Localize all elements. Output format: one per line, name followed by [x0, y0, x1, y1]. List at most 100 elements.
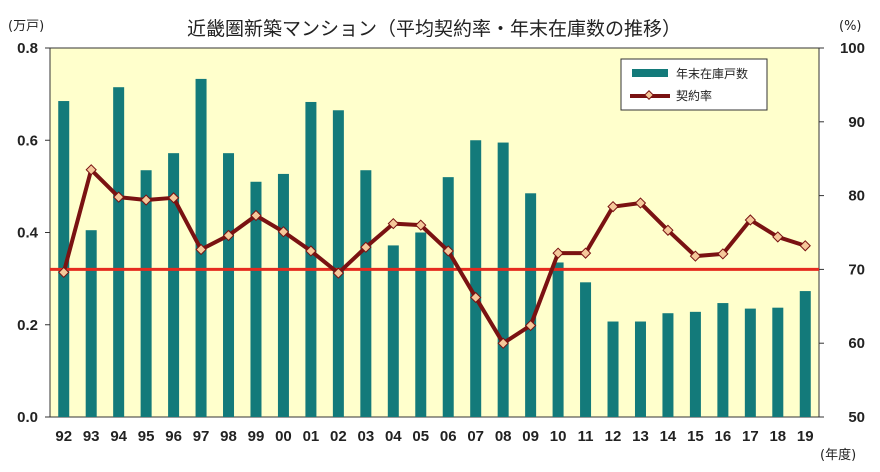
bar-00: [277, 173, 289, 417]
x-tick-label: 13: [632, 428, 649, 445]
bar-99: [250, 181, 262, 417]
bar-04: [387, 245, 399, 417]
line-point-19: [799, 240, 811, 252]
chart-title: 近畿圏新築マンション（平均契約率・年末在庫数の推移）: [187, 18, 681, 40]
x-tick-label: 04: [385, 428, 402, 445]
x-tick-label: 18: [769, 428, 786, 445]
x-tick-label: 09: [522, 428, 539, 445]
line-point-17: [744, 214, 756, 226]
x-tick-label: 00: [275, 428, 292, 445]
bar-02: [332, 110, 344, 418]
left-tick-label: 0.2: [17, 317, 38, 334]
line-point-06: [442, 245, 454, 257]
line-point-16: [717, 248, 729, 260]
bar-03: [360, 170, 372, 417]
line-point-97: [195, 243, 207, 256]
x-tick-label: 14: [660, 428, 677, 445]
line-point-01: [305, 245, 317, 257]
left-tick-label: 0.6: [17, 132, 38, 149]
x-tick-label: 97: [193, 428, 210, 445]
x-axis: 92 93 94 95 96 97 98 99 00 01 02 03 04 05 06 07 08 09 10 11…: [55, 428, 813, 445]
bar-94: [113, 87, 125, 418]
bar-13: [634, 321, 646, 417]
bar-05: [415, 232, 427, 417]
line-point-12: [607, 201, 619, 213]
line-point-95: [140, 194, 152, 206]
line-point-92: [58, 266, 70, 279]
left-tick-label: 0.4: [17, 225, 39, 242]
contract-rate-line: [58, 164, 811, 349]
x-tick-label: 16: [715, 428, 732, 445]
x-tick-label: 07: [467, 428, 484, 445]
x-tick-label: 02: [330, 428, 347, 445]
line-point-94: [113, 191, 125, 203]
line-point-02: [332, 267, 345, 279]
legend: 年末在庫戸数 契約率: [620, 58, 768, 111]
legend-line-label: 契約率: [676, 88, 712, 103]
line-point-15: [689, 250, 702, 262]
right-axis: 50 60 70 80 90 100: [819, 40, 865, 426]
bar-16: [717, 303, 729, 417]
right-tick-label: 100: [840, 40, 865, 57]
right-tick-label: 60: [848, 335, 865, 352]
x-tick-label: 15: [687, 428, 704, 445]
bar-01: [305, 101, 317, 417]
line-point-99: [250, 209, 262, 222]
bar-96: [168, 153, 180, 418]
x-axis-unit: (年度): [820, 447, 856, 463]
legend-bar-swatch: [632, 69, 668, 77]
line-point-09: [524, 319, 537, 332]
bar-15: [689, 311, 701, 417]
x-tick-label: 01: [303, 428, 320, 445]
line-point-03: [360, 241, 372, 253]
x-tick-label: 08: [495, 428, 512, 445]
line-point-14: [662, 224, 674, 236]
bar-09: [525, 193, 537, 417]
bar-98: [223, 153, 235, 418]
left-axis: 0.0 0.2 0.4 0.6 0.8: [17, 40, 50, 426]
line-point-00: [277, 226, 290, 238]
line-path: [61, 167, 806, 346]
x-tick-label: 11: [578, 428, 594, 445]
x-tick-label: 95: [138, 428, 155, 445]
bar-17: [744, 308, 756, 417]
x-tick-label: 93: [83, 428, 100, 445]
bar-14: [662, 313, 674, 417]
line-point-93: [85, 164, 97, 176]
x-tick-label: 98: [220, 428, 237, 445]
bar-93: [85, 230, 97, 417]
legend-box: [620, 58, 768, 111]
bar-92: [58, 101, 70, 417]
line-point-04: [387, 217, 399, 230]
bar-18: [772, 307, 784, 417]
bar-07: [470, 140, 482, 417]
left-tick-label: 0.8: [17, 40, 38, 57]
bar-12: [607, 321, 619, 417]
legend-bar-label: 年末在庫戸数: [676, 66, 748, 81]
right-axis-unit: (%): [839, 19, 862, 34]
left-axis-unit: (万戸): [8, 19, 44, 34]
x-tick-label: 92: [55, 428, 72, 445]
x-tick-label: 19: [797, 428, 814, 445]
line-point-96: [167, 192, 180, 204]
x-tick-label: 12: [605, 428, 622, 445]
bar-11: [580, 282, 592, 417]
right-tick-label: 80: [848, 188, 865, 205]
x-tick-label: 06: [440, 428, 457, 445]
left-tick-label: 0.0: [17, 409, 38, 426]
line-point-10: [552, 247, 564, 259]
legend-line-marker: [644, 90, 654, 100]
bar-19: [799, 291, 811, 417]
x-tick-label: 03: [357, 428, 374, 445]
x-tick-label: 96: [165, 428, 182, 445]
x-tick-label: 99: [248, 428, 265, 445]
x-tick-label: 05: [412, 428, 429, 445]
bar-08: [497, 142, 509, 417]
right-tick-label: 90: [848, 114, 865, 131]
bar-06: [442, 177, 454, 417]
x-tick-label: 10: [550, 428, 567, 445]
right-tick-label: 70: [848, 261, 865, 278]
x-tick-label: 94: [110, 428, 127, 445]
right-tick-label: 50: [848, 409, 865, 426]
